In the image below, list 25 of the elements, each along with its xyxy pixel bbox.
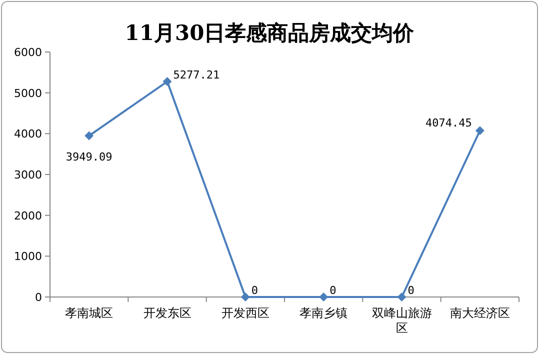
point [162,77,172,86]
data-label: 3949.09 [66,150,112,164]
y-tick-label: 5000 [14,86,42,100]
x-tick-label: 开发西区 [221,306,270,320]
point [475,126,484,136]
x-tick-label: 孝南乡镇 [300,306,348,320]
data-label: 5277.21 [173,68,220,82]
chart-title: 11月30日孝感商品房成交均价 [124,20,416,45]
data-label: 0 [408,284,414,297]
point [397,292,406,302]
point [240,292,250,302]
y-tick-label: 4000 [14,128,42,141]
y-tick-label: 2000 [14,209,42,222]
y-tick-label: 1000 [14,250,42,264]
x-tick-label: 南大经济区 [450,306,510,320]
data-label: 0 [330,284,336,297]
data-label: 0 [251,284,258,297]
y-tick-label: 3000 [14,168,42,182]
x-tick-label: 孝南城区 [65,306,114,320]
y-tick-label: 6000 [14,46,42,59]
x-tick-label: 双峰山旅游区 [372,306,432,335]
x-tick-label: 开发东区 [143,306,192,320]
point [84,131,94,140]
y-tick-label: 0 [35,291,42,304]
data-label: 4074.45 [426,116,472,130]
